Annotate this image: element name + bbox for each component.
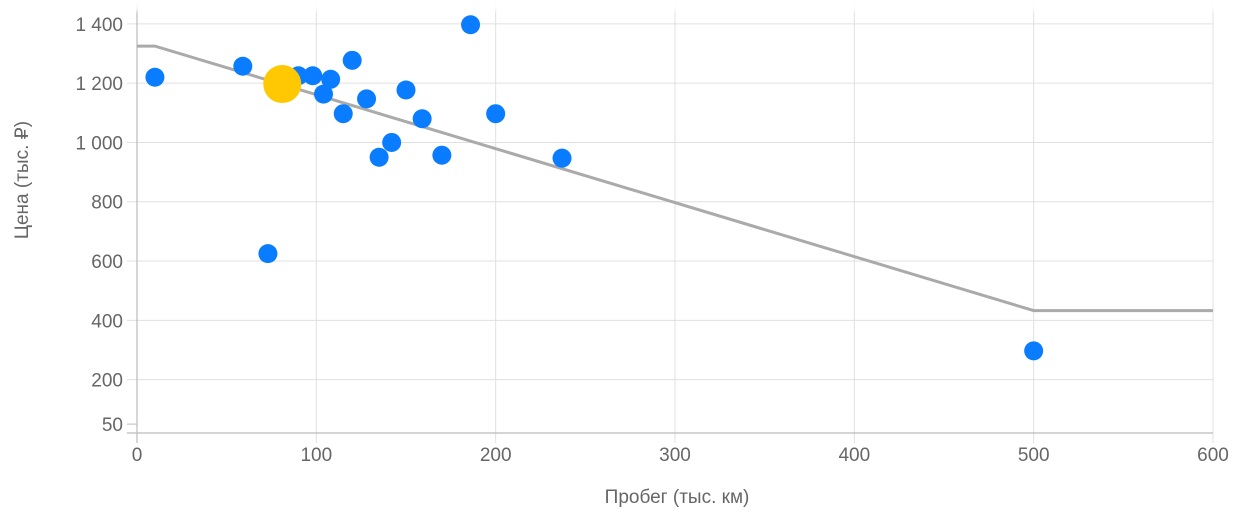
scatter-point	[145, 67, 165, 87]
y-tick-label: 200	[91, 371, 123, 392]
y-axis-title: Цена (тыс. ₽)	[12, 121, 33, 239]
y-tick-label: 1 000	[75, 133, 123, 154]
y-tick-label: 1 200	[75, 74, 123, 95]
y-tick-label: 800	[91, 193, 123, 214]
scatter-point	[314, 84, 334, 104]
grid-lines	[127, 0, 1214, 443]
scatter-point	[412, 109, 432, 129]
scatter-point	[396, 80, 416, 100]
scatter-point	[1024, 341, 1044, 361]
x-tick-label: 0	[132, 445, 143, 466]
x-tick-label: 100	[300, 445, 332, 466]
scatter-point	[486, 104, 506, 124]
highlighted-point	[263, 65, 302, 104]
scatter-point	[333, 104, 353, 124]
scatter-point	[303, 66, 323, 86]
x-tick-label: 400	[838, 445, 870, 466]
scatter-point	[342, 50, 362, 70]
scatter-point	[552, 148, 572, 168]
x-tick-label: 600	[1197, 445, 1229, 466]
axes	[127, 0, 1213, 443]
x-tick-label: 200	[480, 445, 512, 466]
scatter-points-group	[145, 15, 1044, 361]
trend-line-group	[137, 44, 1213, 313]
scatter-point	[369, 147, 389, 167]
scatter-point	[461, 15, 481, 35]
x-tick-label: 300	[659, 445, 691, 466]
x-axis-title: Пробег (тыс. км)	[605, 487, 750, 508]
y-tick-label: 400	[91, 311, 123, 332]
y-tick-label: 50	[102, 415, 123, 436]
trend-line	[137, 44, 1213, 313]
scatter-point	[321, 69, 341, 89]
scatter-point	[432, 145, 452, 165]
scatter-point	[233, 56, 253, 76]
x-tick-label: 500	[1018, 445, 1050, 466]
scatter-point	[357, 89, 377, 109]
scatter-point	[258, 244, 278, 264]
scatter-point	[382, 132, 402, 152]
y-tick-label: 1 400	[75, 15, 123, 36]
tick-labels-group: 0 100 200 300 400 500 600 50 200 400 600 800 1 000 1 …	[75, 15, 1228, 466]
y-tick-label: 600	[91, 252, 123, 273]
